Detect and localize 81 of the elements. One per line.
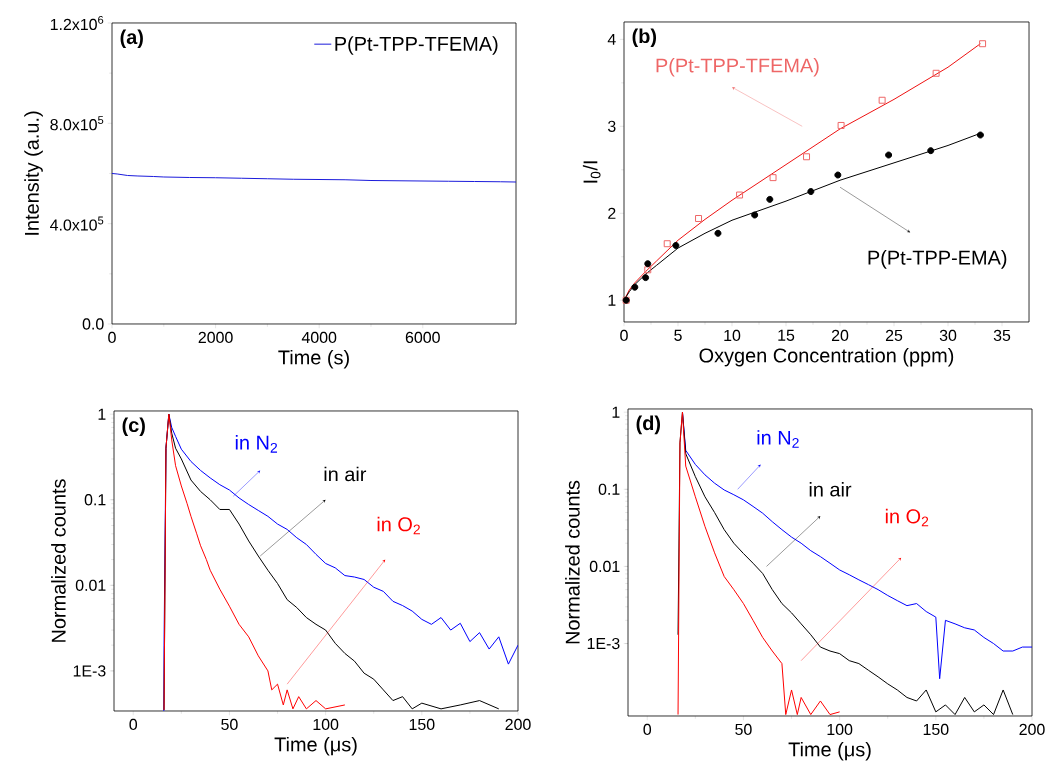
point — [979, 40, 987, 48]
x-tick-label: 4000 — [301, 331, 337, 344]
chart-title: (d) — [636, 415, 661, 435]
x-tick-label: 50 — [735, 723, 752, 736]
legend-label: P(Pt-TPP-EMA) — [868, 250, 1007, 269]
x-tick-label: 0 — [108, 331, 116, 344]
x-axis-title: Time (s) — [278, 349, 349, 369]
point — [803, 153, 811, 161]
line-series — [163, 413, 346, 711]
point — [837, 121, 845, 129]
point — [834, 171, 842, 179]
point — [672, 241, 680, 249]
point — [807, 188, 815, 196]
point — [885, 151, 893, 159]
x-axis-title: Time (μs) — [788, 741, 871, 761]
y-tick-label: 1 — [98, 408, 106, 420]
x-tick-label: 35 — [993, 329, 1011, 342]
point — [766, 195, 774, 203]
chart-title: (a) — [120, 29, 143, 49]
x-tick-label: 20 — [831, 329, 849, 342]
y-tick-label: 1E-3 — [587, 637, 620, 650]
text: in O$_{2}$ — [377, 516, 420, 535]
x-tick-label: 150 — [409, 718, 435, 731]
y-axis-title: Intensity (a.u.) — [24, 111, 43, 235]
y-axis-title: Normalized counts — [565, 480, 580, 644]
x-tick-label: 25 — [885, 329, 903, 342]
point — [932, 69, 940, 77]
chart-title: (c) — [122, 417, 145, 437]
x-tick-label: 10 — [724, 329, 741, 342]
series-label: in N$_{2}$ — [235, 435, 278, 453]
x-tick-label: 200 — [1019, 723, 1045, 736]
x-tick-label: 30 — [939, 329, 957, 342]
y-tick-label: 1E-3 — [73, 665, 106, 677]
x-tick-label: 100 — [313, 718, 339, 731]
y-axis-title: I$_{0}$/I — [582, 161, 601, 183]
y-tick-label: 0.1 — [598, 483, 620, 495]
y-tick-label: 0.0 — [82, 318, 104, 330]
x-tick-label: 200 — [505, 718, 531, 731]
point — [736, 191, 744, 199]
text: in air — [809, 481, 852, 497]
point — [642, 274, 650, 282]
y-tick-label: 8.0x10$^{5}$ — [50, 116, 104, 131]
text: in O$_{2}$ — [885, 508, 929, 527]
y-tick-label: 1.2x10$^{6}$ — [50, 15, 104, 31]
legend-label: P(Pt-TPP-TFEMA) — [335, 36, 498, 55]
x-tick-label: 2000 — [198, 331, 233, 344]
point — [751, 211, 759, 219]
x-tick-label: 0 — [129, 718, 138, 731]
point — [769, 174, 777, 182]
point — [644, 260, 652, 268]
x-axis-title: Oxygen Concentration (ppm) — [699, 347, 954, 367]
text: in N$_{2}$ — [757, 430, 799, 448]
x-tick-label: 0 — [643, 723, 652, 736]
x-tick-label: 6000 — [405, 331, 440, 344]
x-tick-label: 15 — [778, 329, 795, 341]
y-tick-label: 4 — [607, 33, 616, 45]
x-tick-label: 50 — [221, 718, 238, 731]
x-axis-title: Time (μs) — [274, 736, 357, 756]
x-tick-label: 100 — [827, 723, 853, 736]
x-tick-label: 5 — [674, 329, 682, 341]
point — [631, 283, 639, 291]
point — [976, 131, 984, 139]
text: in air — [324, 466, 367, 482]
y-tick-label: 0.1 — [84, 494, 106, 506]
x-tick-label: 0 — [620, 329, 628, 342]
chart-title: (b) — [632, 28, 657, 48]
y-tick-label: 1 — [612, 406, 620, 418]
text: P(Pt-TPP-TFEMA) — [656, 57, 819, 77]
point — [927, 147, 935, 155]
y-tick-label: 0.01 — [589, 560, 620, 573]
point — [644, 266, 652, 274]
point — [663, 240, 671, 248]
y-axis-title: Normalized counts — [51, 479, 66, 642]
y-tick-label: 1 — [608, 294, 616, 306]
y-tick-label: 0.01 — [75, 579, 106, 591]
y-tick-label: 3 — [607, 120, 616, 132]
y-tick-label: 4.0x10$^{5}$ — [50, 216, 104, 231]
y-tick-label: 2 — [608, 207, 616, 219]
x-tick-label: 150 — [923, 723, 949, 736]
point — [714, 229, 722, 237]
point — [878, 96, 886, 104]
